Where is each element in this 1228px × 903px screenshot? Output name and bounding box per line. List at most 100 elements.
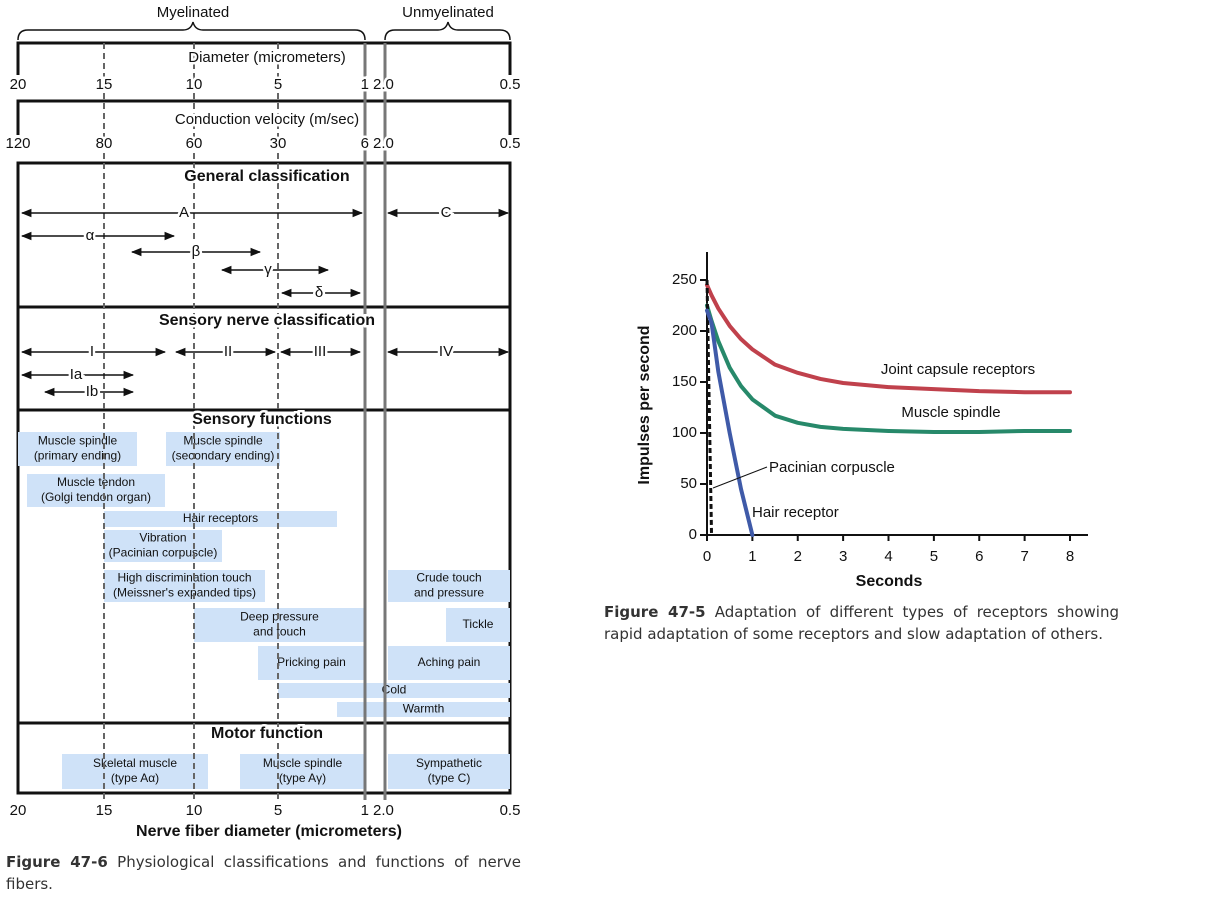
x-tick-label: 8 bbox=[1066, 548, 1074, 565]
box-text: Muscle spindle bbox=[263, 756, 343, 770]
tick-label: 5 bbox=[274, 76, 282, 93]
x-axis-title: Seconds bbox=[856, 573, 923, 590]
function-box bbox=[388, 570, 510, 602]
x-tick-label: 4 bbox=[884, 548, 892, 565]
frame bbox=[16, 99, 512, 135]
box-text: Tickle bbox=[463, 617, 494, 631]
function-box bbox=[166, 432, 280, 466]
tick-label: 0.5 bbox=[500, 76, 521, 93]
box-text: Skeletal muscle bbox=[93, 756, 177, 770]
caption: Figure 47-5 Adaptation of different type… bbox=[604, 601, 1119, 645]
range-label: α bbox=[86, 227, 95, 244]
range-label: A bbox=[179, 204, 189, 221]
range-label: C bbox=[441, 204, 452, 221]
tick-label: 20 bbox=[10, 802, 27, 819]
axis-title: Nerve fiber diameter (micrometers) bbox=[136, 823, 402, 840]
function-box bbox=[104, 530, 222, 562]
function-box bbox=[27, 474, 165, 507]
caption-text: Physiological classifications and functi… bbox=[6, 853, 521, 893]
series-line bbox=[705, 308, 755, 537]
function-box bbox=[240, 754, 365, 789]
series-label: Pacinian corpuscle bbox=[769, 459, 895, 476]
function-box bbox=[278, 683, 510, 698]
section-title: Sensory functions bbox=[192, 411, 332, 428]
y-tick-label: 100 bbox=[672, 424, 697, 441]
function-box bbox=[258, 646, 365, 680]
tick-label: 15 bbox=[96, 802, 113, 819]
function-box bbox=[388, 646, 510, 680]
box-text: and touch bbox=[253, 625, 306, 639]
box-text: (Pacinian corpuscle) bbox=[109, 546, 218, 560]
nerve-fiber-diagram: Muscle spindle(primary ending)Muscle spi… bbox=[3, 4, 523, 840]
box-text: and pressure bbox=[414, 586, 484, 600]
y-tick-label: 200 bbox=[672, 322, 697, 339]
tick-label: 10 bbox=[186, 76, 203, 93]
caption-label: Figure 47-6 bbox=[6, 853, 108, 871]
function-box bbox=[194, 608, 365, 642]
box-text: Hair receptors bbox=[183, 511, 258, 525]
box-text: (type Aγ) bbox=[279, 771, 326, 785]
range-label: Ia bbox=[70, 366, 83, 383]
function-box bbox=[62, 754, 208, 789]
box-text: (Meissner's expanded tips) bbox=[113, 586, 256, 600]
caption-label: Figure 47-5 bbox=[604, 603, 706, 621]
tick-label: 2.0 bbox=[373, 135, 394, 152]
tick-label: 20 bbox=[10, 76, 27, 93]
range-label: β bbox=[192, 243, 201, 260]
range-label: IV bbox=[439, 343, 453, 360]
box-text: Aching pain bbox=[418, 655, 481, 669]
header: Unmyelinated bbox=[402, 4, 494, 21]
row-title: Conduction velocity (m/sec) bbox=[175, 111, 359, 128]
series-label: Joint capsule receptors bbox=[881, 361, 1035, 378]
series-line bbox=[705, 283, 1072, 395]
brace bbox=[384, 21, 511, 41]
frames bbox=[16, 41, 512, 795]
caption: Figure 47-6 Physiological classification… bbox=[6, 851, 521, 895]
box-text: (primary ending) bbox=[34, 449, 121, 463]
brace bbox=[17, 21, 366, 41]
x-tick-label: 2 bbox=[794, 548, 802, 565]
box-text: (type Aα) bbox=[111, 771, 159, 785]
box-text: Muscle spindle bbox=[183, 434, 263, 448]
frame bbox=[16, 161, 512, 795]
leader-line bbox=[712, 466, 768, 489]
series-label: Muscle spindle bbox=[901, 404, 1000, 421]
range-label: γ bbox=[264, 261, 272, 278]
boundary-lines bbox=[363, 43, 387, 800]
tick-label: 1 bbox=[361, 76, 369, 93]
tick-label: 80 bbox=[96, 135, 113, 152]
x-tick-label: 7 bbox=[1020, 548, 1028, 565]
function-box bbox=[388, 754, 510, 789]
row-title: Diameter (micrometers) bbox=[188, 49, 346, 66]
box-text: Sympathetic bbox=[416, 756, 482, 770]
range-label: Ib bbox=[86, 383, 99, 400]
y-tick-label: 0 bbox=[689, 526, 697, 543]
box-text: Muscle spindle bbox=[38, 434, 118, 448]
x-tick-label: 5 bbox=[930, 548, 938, 565]
tick-label: 120 bbox=[5, 135, 30, 152]
x-tick-label: 0 bbox=[703, 548, 711, 565]
box-text: (Golgi tendon organ) bbox=[41, 490, 151, 504]
series-label: Hair receptor bbox=[752, 504, 839, 521]
tick-label: 0.5 bbox=[500, 135, 521, 152]
x-tick-label: 3 bbox=[839, 548, 847, 565]
box-text: Muscle tendon bbox=[57, 475, 135, 489]
box-text: Vibration bbox=[139, 531, 186, 545]
box-text: Pricking pain bbox=[277, 655, 346, 669]
section-title: Sensory nerve classification bbox=[159, 312, 375, 329]
function-box bbox=[337, 702, 510, 717]
section-title: General classification bbox=[184, 168, 349, 185]
box-text: High discrimination touch bbox=[117, 571, 251, 585]
tick-label: 6 bbox=[361, 135, 369, 152]
function-box bbox=[104, 570, 265, 602]
function-box bbox=[18, 432, 137, 466]
tick-label: 0.5 bbox=[500, 802, 521, 819]
tick-label: 2.0 bbox=[373, 802, 394, 819]
y-tick-label: 250 bbox=[672, 271, 697, 288]
y-axis-title: Impulses per second bbox=[636, 325, 653, 484]
range-label: II bbox=[224, 343, 232, 360]
x-tick-label: 1 bbox=[748, 548, 756, 565]
section-title: Motor function bbox=[211, 725, 323, 742]
range-label: δ bbox=[315, 284, 323, 301]
